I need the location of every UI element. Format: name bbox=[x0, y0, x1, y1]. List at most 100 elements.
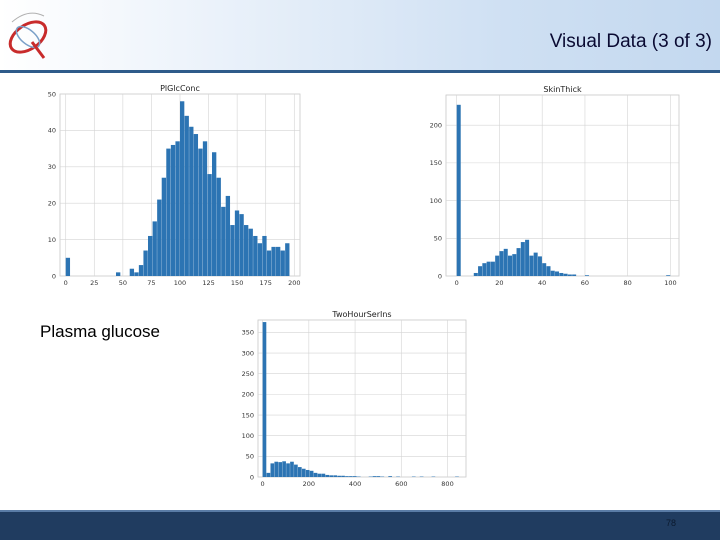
histogram-skinthick: 0 50 100 150 200 0 20 40 60 80 100 SkinThick bbox=[430, 85, 680, 287]
histogram-bar bbox=[175, 141, 180, 276]
histogram-bar bbox=[294, 464, 298, 477]
x-tick-label: 600 bbox=[395, 480, 407, 488]
x-tick-label: 80 bbox=[624, 279, 632, 287]
histogram-bar bbox=[170, 144, 176, 276]
histogram-bar bbox=[317, 473, 322, 477]
histogram-bar bbox=[134, 272, 139, 276]
y-tick-label: 50 bbox=[246, 453, 254, 461]
histogram-bar bbox=[161, 177, 167, 276]
histogram-bar bbox=[189, 126, 194, 276]
histogram-bar bbox=[478, 266, 483, 276]
histogram-bar bbox=[503, 248, 508, 276]
histogram-bar bbox=[520, 242, 525, 276]
histogram-bar bbox=[129, 268, 135, 276]
slide-title: Visual Data (3 of 3) bbox=[549, 31, 712, 52]
y-tick-label: 50 bbox=[434, 235, 442, 243]
histogram-bar bbox=[138, 265, 144, 276]
histogram-plglcconc: 0 10 20 30 40 50 0 25 50 75 100 125 150 175 200 PlGlcCo… bbox=[48, 84, 301, 287]
histogram-bar bbox=[270, 463, 275, 477]
y-tick-label: 20 bbox=[48, 200, 56, 208]
x-tick-label: 100 bbox=[664, 279, 676, 287]
histogram-bar bbox=[372, 476, 377, 477]
histogram-bar bbox=[376, 476, 381, 477]
histogram-bar bbox=[456, 104, 461, 276]
header-rule bbox=[0, 70, 720, 73]
y-tick-label: 0 bbox=[250, 473, 254, 481]
x-tick-label: 0 bbox=[64, 279, 68, 287]
histogram-bar bbox=[666, 275, 671, 276]
histogram-bar bbox=[285, 243, 290, 276]
histogram-bar bbox=[559, 272, 564, 276]
histogram-bar bbox=[563, 273, 568, 276]
histogram-bar bbox=[282, 461, 286, 477]
histogram-bar bbox=[567, 274, 572, 276]
plot-area bbox=[445, 94, 680, 277]
histogram-bar bbox=[212, 152, 217, 276]
x-tick-label: 75 bbox=[147, 279, 155, 287]
histogram-bar bbox=[152, 221, 157, 276]
histogram-bar bbox=[349, 476, 353, 477]
histogram-bar bbox=[542, 263, 547, 276]
y-tick-label: 0 bbox=[438, 272, 442, 280]
histogram-bar bbox=[116, 272, 121, 276]
histogram-bar bbox=[65, 257, 71, 276]
caption-plasma-glucose: Plasma glucose bbox=[40, 322, 161, 341]
y-tick-label: 10 bbox=[48, 236, 56, 244]
x-tick-label: 40 bbox=[538, 279, 546, 287]
x-tick-label: 50 bbox=[119, 279, 127, 287]
histogram-bar bbox=[529, 255, 534, 276]
x-tick-label: 800 bbox=[441, 480, 453, 488]
histogram-bar bbox=[352, 476, 357, 477]
histogram-bar bbox=[301, 468, 306, 477]
y-tick-label: 50 bbox=[48, 90, 56, 98]
y-tick-label: 250 bbox=[242, 370, 254, 378]
histogram-bar bbox=[572, 274, 577, 276]
histogram-bar bbox=[276, 246, 281, 276]
histogram-bar bbox=[234, 210, 240, 276]
x-tick-label: 0 bbox=[261, 480, 265, 488]
histogram-bar bbox=[333, 475, 338, 477]
slide-header bbox=[0, 0, 720, 72]
q-logo-icon bbox=[8, 12, 48, 59]
histogram-bar bbox=[388, 476, 393, 477]
footer-stripe bbox=[0, 510, 720, 512]
histogram-bar bbox=[157, 199, 162, 276]
histogram-bar bbox=[297, 467, 302, 477]
histogram-bar bbox=[239, 214, 244, 276]
histogram-bar bbox=[216, 177, 221, 276]
y-tick-label: 150 bbox=[242, 411, 254, 419]
histogram-bar bbox=[180, 101, 185, 276]
histogram-bar bbox=[486, 261, 491, 276]
histogram-bar bbox=[266, 472, 271, 477]
x-tick-label: 20 bbox=[495, 279, 503, 287]
histogram-bar bbox=[482, 263, 487, 276]
histogram-bar bbox=[257, 243, 263, 276]
histogram-bar bbox=[516, 248, 521, 276]
histogram-bar bbox=[262, 235, 267, 276]
histogram-bar bbox=[230, 225, 235, 276]
histogram-bar bbox=[341, 475, 345, 477]
histogram-twohourserins: 0 50 100 150 200 250 300 350 0 200 400 600 800 TwoHou… bbox=[242, 310, 467, 488]
histogram-bar bbox=[473, 272, 478, 276]
x-tick-label: 100 bbox=[174, 279, 186, 287]
y-tick-label: 200 bbox=[430, 121, 442, 129]
x-tick-label: 25 bbox=[90, 279, 98, 287]
y-tick-label: 350 bbox=[242, 329, 254, 337]
y-tick-label: 100 bbox=[430, 197, 442, 205]
histogram-bar bbox=[313, 472, 318, 477]
histogram-bar bbox=[193, 134, 199, 276]
histogram-bar bbox=[143, 250, 148, 276]
x-tick-label: 125 bbox=[202, 279, 214, 287]
histogram-bar bbox=[244, 225, 249, 276]
y-tick-label: 300 bbox=[242, 349, 254, 357]
histogram-bar bbox=[248, 228, 253, 276]
plot-area bbox=[257, 319, 467, 478]
y-tick-label: 40 bbox=[48, 127, 56, 135]
histogram-bar bbox=[329, 475, 334, 477]
histogram-bar bbox=[221, 206, 226, 276]
page-number: 78 bbox=[666, 518, 677, 528]
histogram-bar bbox=[225, 195, 231, 276]
histogram-bar bbox=[166, 148, 171, 276]
histogram-bar bbox=[550, 270, 555, 276]
histogram-bar bbox=[584, 275, 589, 276]
